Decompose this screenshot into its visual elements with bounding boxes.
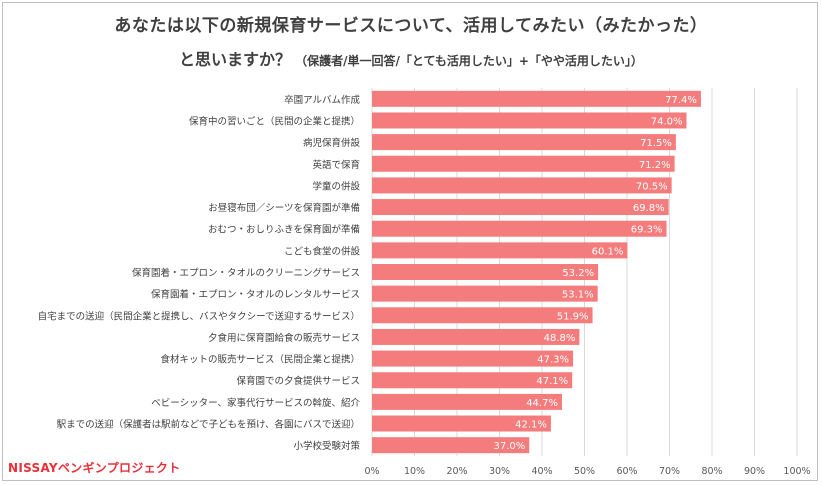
bar — [372, 328, 580, 345]
x-tick-label: 80% — [701, 466, 722, 477]
x-tick-label: 30% — [489, 466, 510, 477]
x-tick-label: 90% — [744, 466, 765, 477]
data-label: 42.1% — [515, 420, 547, 431]
data-label: 71.5% — [640, 138, 672, 149]
category-label: ベビーシッター、家事代行サービスの斡旋、紹介 — [151, 397, 360, 409]
bar — [372, 155, 675, 172]
data-label: 53.1% — [562, 290, 594, 301]
x-tick-label: 100% — [783, 466, 810, 477]
bar — [372, 220, 667, 237]
category-label: 英語で保育 — [312, 159, 360, 171]
x-tick-label: 0% — [364, 466, 379, 477]
data-label: 74.0% — [651, 116, 683, 127]
bar — [372, 307, 593, 324]
category-label: 卒園アルバム作成 — [284, 94, 360, 106]
x-tick-labels: 0% 10% 20% 30% 40% 50% 60% 70% 80% 90% 100% — [364, 466, 810, 477]
bar — [372, 285, 598, 302]
x-tick-label: 70% — [659, 466, 680, 477]
category-label: 駅までの送迎（保護者は駅前などで子どもを預け、各園にバスで送迎） — [57, 419, 360, 431]
category-label: 保育中の習いごと（民間の企業と提携） — [189, 115, 360, 127]
bar — [372, 415, 551, 432]
category-label: 小学校受験対策 — [293, 440, 360, 452]
data-label: 51.9% — [557, 311, 589, 322]
bar — [372, 264, 599, 280]
data-labels: 77.4% 74.0% 71.5% 71.2% 70.5% 69.8% 69.3% 60.1%… — [493, 95, 696, 452]
category-label: 自宅までの送迎（民間企業と提携し、バスやタクシーで送迎するサービス） — [38, 310, 360, 322]
x-tick-label: 50% — [574, 466, 595, 477]
category-label: 夕食用に保育園給食の販売サービス — [208, 332, 360, 344]
category-label: おむつ・おしりふきを保育園が準備 — [208, 224, 360, 236]
chart-title-line1: あなたは以下の新規保育サービスについて、活用してみたい（みたかった） — [114, 16, 708, 36]
chart-title-line2: と思いますか？ （保護者/単一回答/「とても活用したい」+「やや活用したい」） — [0, 46, 822, 70]
category-label: お昼寝布団／シーツを保育園が準備 — [208, 202, 360, 214]
data-label: 37.0% — [493, 441, 525, 452]
bar — [372, 177, 672, 194]
category-label: 病児保育併設 — [303, 137, 361, 149]
chart-title-question: と思いますか？ — [179, 50, 292, 69]
bar — [372, 350, 574, 367]
category-label: 保育園着・エプロン・タオルのクリーニングサービス — [132, 267, 360, 279]
bar — [372, 90, 701, 107]
bars — [372, 90, 701, 454]
x-tick-label: 10% — [404, 466, 425, 477]
bar — [372, 437, 530, 454]
category-label: 保育園での夕食提供サービス — [236, 375, 360, 387]
data-label: 77.4% — [665, 95, 697, 106]
bar — [372, 393, 562, 410]
data-label: 71.2% — [639, 160, 671, 171]
bar — [372, 199, 669, 216]
chart-subtitle: （保護者/単一回答/「とても活用したい」+「やや活用したい」） — [295, 54, 643, 68]
data-label: 69.3% — [631, 225, 663, 236]
data-label: 70.5% — [636, 181, 668, 192]
nissay-penguin-project-logo: NISSAYペンギンプロジェクト — [8, 461, 181, 475]
category-label: 学童の併設 — [312, 180, 360, 192]
category-label: 保育園着・エプロン・タオルのレンタルサービス — [151, 289, 360, 301]
data-label: 44.7% — [526, 398, 558, 409]
data-label: 60.1% — [592, 246, 624, 257]
category-label: 食材キットの販売サービス（民間企業と提携） — [160, 354, 360, 366]
x-tick-label: 20% — [446, 466, 467, 477]
data-label: 69.8% — [633, 203, 665, 214]
bar — [372, 372, 573, 389]
x-tick-label: 40% — [531, 466, 552, 477]
x-tick-label: 60% — [616, 466, 637, 477]
data-label: 53.2% — [562, 268, 594, 279]
data-label: 47.3% — [537, 355, 569, 366]
data-label: 47.1% — [536, 376, 568, 387]
bar — [372, 242, 628, 259]
bar — [372, 134, 676, 151]
category-label: こども食堂の併設 — [284, 245, 361, 257]
bar — [372, 112, 687, 129]
data-label: 48.8% — [544, 333, 576, 344]
